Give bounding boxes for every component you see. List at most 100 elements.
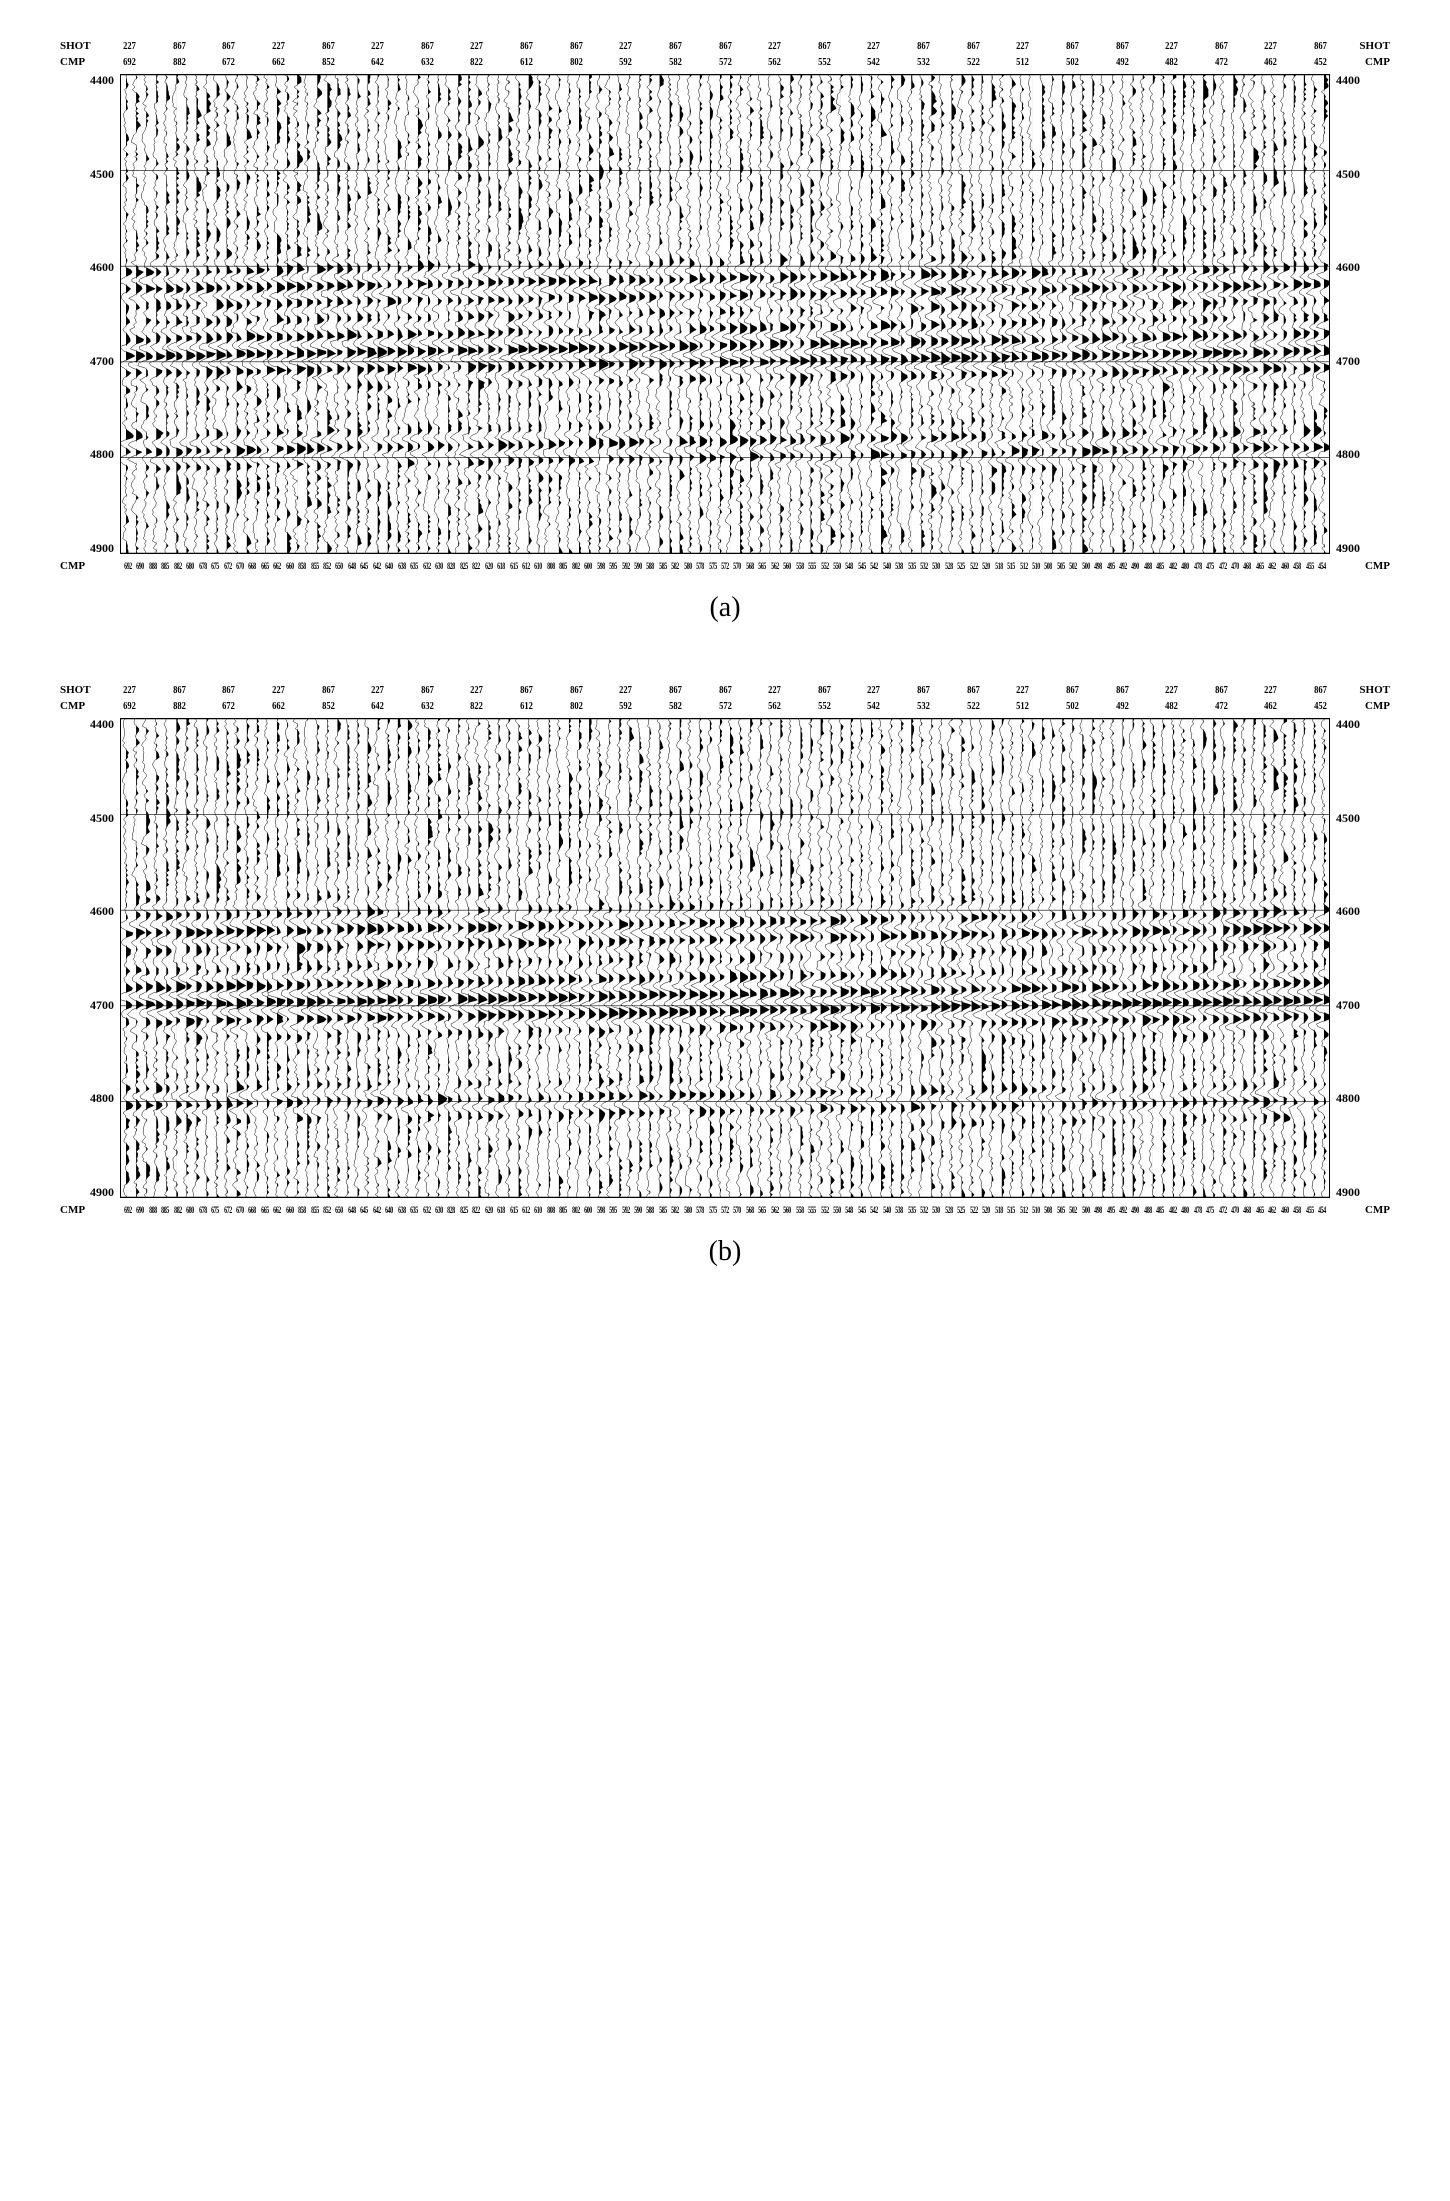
- axis-label-right: CMP: [1330, 1204, 1390, 1216]
- axis-tick: 662: [273, 561, 281, 571]
- axis-tick: 867: [173, 41, 186, 52]
- axis-tick: 612: [522, 1205, 530, 1215]
- axis-tick: 600: [584, 561, 592, 571]
- axis-tick: 455: [1306, 1205, 1314, 1215]
- axis-tick: 635: [410, 561, 418, 571]
- axis-tick: 582: [669, 57, 682, 68]
- axis-tick: 502: [1066, 57, 1079, 68]
- axis-tick: 867: [421, 41, 434, 52]
- axis-tick: 802: [572, 561, 580, 571]
- axis-tick: 650: [336, 561, 344, 571]
- axis-tick: 692: [123, 57, 136, 68]
- y-tick: 4600: [1336, 261, 1390, 273]
- axis-tick: 227: [619, 685, 632, 696]
- axis-tick: 472: [1215, 57, 1228, 68]
- axis-tick: 227: [868, 41, 881, 52]
- axis-tick: 540: [883, 1205, 891, 1215]
- axis-label-right: CMP: [1330, 56, 1390, 68]
- axis-tick: 572: [719, 701, 732, 712]
- axis-row: CMP6928826726628526426328226128025925825…: [60, 700, 1390, 712]
- axis-tick: 482: [1165, 701, 1178, 712]
- axis-tick: 542: [870, 1205, 878, 1215]
- axis-tick: 542: [868, 701, 881, 712]
- axis-tick: 508: [1044, 561, 1052, 571]
- axis-tick: 530: [933, 1205, 941, 1215]
- axis-label-left: CMP: [60, 1204, 120, 1216]
- axis-label-left: CMP: [60, 56, 120, 68]
- axis-tick: 498: [1094, 1205, 1102, 1215]
- axis-tick: 867: [917, 685, 930, 696]
- axis-tick: 458: [1293, 1205, 1301, 1215]
- axis-tick: 885: [161, 1205, 169, 1215]
- axis-tick: 480: [1181, 561, 1189, 571]
- axis-tick: 672: [224, 561, 232, 571]
- axis-tick: 227: [1265, 41, 1278, 52]
- axis-tick: 227: [371, 685, 384, 696]
- axis-row: CMP6926908888858826806786756726706686656…: [60, 560, 1390, 572]
- axis-tick: 672: [224, 1205, 232, 1215]
- axis-tick: 568: [746, 561, 754, 571]
- axis-tick: 578: [696, 1205, 704, 1215]
- axis-tick: 660: [286, 1205, 294, 1215]
- axis-tick: 560: [783, 1205, 791, 1215]
- axis-tick: 462: [1265, 701, 1278, 712]
- y-tick: 4500: [1336, 168, 1390, 180]
- axis-tick: 472: [1215, 701, 1228, 712]
- axis-tick: 867: [719, 685, 732, 696]
- axis-tick: 648: [348, 1205, 356, 1215]
- axis-tick: 475: [1206, 561, 1214, 571]
- axis-tick: 454: [1318, 1205, 1326, 1215]
- axis-tick: 465: [1256, 561, 1264, 571]
- y-tick: 4500: [60, 168, 114, 180]
- axis-tick: 668: [248, 561, 256, 571]
- y-tick: 4800: [1336, 448, 1390, 460]
- axis-tick: 532: [917, 701, 930, 712]
- axis-tick: 632: [421, 57, 434, 68]
- axis-tick: 640: [385, 561, 393, 571]
- axis-tick: 227: [272, 41, 285, 52]
- y-tick: 4800: [60, 448, 114, 460]
- y-tick: 4700: [60, 999, 114, 1011]
- axis-tick: 867: [222, 41, 235, 52]
- axis-tick: 805: [559, 561, 567, 571]
- axis-tick: 632: [423, 561, 431, 571]
- axis-tick: 867: [1314, 685, 1327, 696]
- axis-tick: 468: [1243, 561, 1251, 571]
- axis-tick: 867: [1066, 685, 1079, 696]
- y-tick: 4400: [1336, 74, 1390, 86]
- axis-tick: 648: [348, 561, 356, 571]
- axis-tick: 855: [311, 561, 319, 571]
- axis-tick: 227: [123, 41, 136, 52]
- axis-tick: 454: [1318, 561, 1326, 571]
- axis-tick: 665: [261, 561, 269, 571]
- axis-tick: 452: [1314, 57, 1327, 68]
- axis-tick: 460: [1281, 561, 1289, 571]
- axis-tick: 580: [684, 561, 692, 571]
- axis-tick: 592: [619, 57, 632, 68]
- axis-tick: 565: [758, 1205, 766, 1215]
- axis-tick: 825: [460, 1205, 468, 1215]
- y-tick: 4400: [60, 74, 114, 86]
- axis-tick: 530: [933, 561, 941, 571]
- axis-tick: 867: [222, 685, 235, 696]
- axis-label-left: SHOT: [60, 40, 120, 52]
- axis-tick: 675: [211, 1205, 219, 1215]
- y-tick: 4400: [60, 718, 114, 730]
- y-tick: 4600: [60, 905, 114, 917]
- axis-tick: 498: [1094, 561, 1102, 571]
- axis-tick: 867: [570, 685, 583, 696]
- axis-tick: 488: [1144, 1205, 1152, 1215]
- axis-tick: 867: [570, 41, 583, 52]
- axis-tick: 592: [622, 1205, 630, 1215]
- y-tick: 4800: [60, 1092, 114, 1104]
- axis-row: CMP6926908888858826806786756726706686656…: [60, 1204, 1390, 1216]
- axis-tick: 555: [808, 1205, 816, 1215]
- axis-tick: 882: [173, 57, 186, 68]
- axis-tick: 640: [385, 1205, 393, 1215]
- axis-row: CMP6928826726628526426328226128025925825…: [60, 56, 1390, 68]
- axis-tick: 562: [771, 1205, 779, 1215]
- y-tick: 4500: [1336, 812, 1390, 824]
- axis-row: SHOT227867867227867227867227867867227867…: [60, 684, 1390, 696]
- axis-label-left: SHOT: [60, 684, 120, 696]
- axis-tick: 858: [298, 1205, 306, 1215]
